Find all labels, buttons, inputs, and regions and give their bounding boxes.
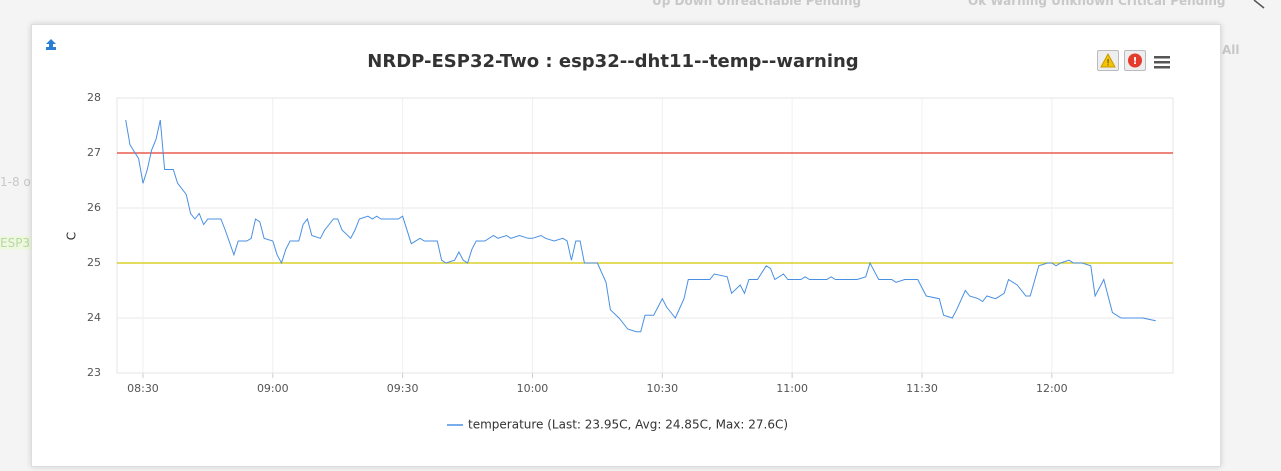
x-tick-label: 09:00	[257, 382, 289, 395]
menu-button[interactable]	[1153, 54, 1173, 70]
y-tick-label: 28	[87, 91, 101, 104]
warning-button[interactable]: !	[1097, 50, 1119, 71]
legend-label: temperature (Last: 23.95C, Avg: 24.85C, …	[468, 418, 788, 432]
y-tick-label: 26	[87, 201, 101, 214]
x-tick-label: 11:00	[776, 382, 808, 395]
x-tick-label: 11:30	[906, 382, 938, 395]
y-tick-label: 27	[87, 146, 101, 159]
y-tick-label: 24	[87, 311, 101, 324]
x-tick-label: 10:30	[646, 382, 678, 395]
svg-text:!: !	[1133, 56, 1138, 67]
plot-border	[116, 97, 1174, 374]
x-tick-label: 09:30	[387, 382, 419, 395]
export-icon[interactable]	[44, 38, 58, 52]
x-tick-label: 10:00	[517, 382, 549, 395]
y-tick-label: 25	[87, 256, 101, 269]
bg-text: 1-8 of	[0, 175, 35, 189]
critical-button[interactable]: !	[1124, 50, 1146, 71]
bg-text: All	[1222, 43, 1240, 57]
bg-text: Up Down Unreachable Pending	[652, 0, 862, 8]
svg-text:!: !	[1106, 59, 1110, 69]
x-tick-label: 12:00	[1036, 382, 1068, 395]
chart-title: NRDP-ESP32-Two : esp32--dht11--temp--war…	[367, 51, 858, 72]
close-button[interactable]	[1252, 0, 1268, 10]
bg-text: Ok Warning Unknown Critical Pending	[968, 0, 1226, 8]
bg-text: ESP32	[0, 236, 38, 250]
data-line	[125, 119, 1156, 333]
y-tick-label: 23	[87, 366, 101, 379]
x-tick-label: 08:30	[127, 382, 159, 395]
y-axis-label: C	[65, 232, 79, 240]
